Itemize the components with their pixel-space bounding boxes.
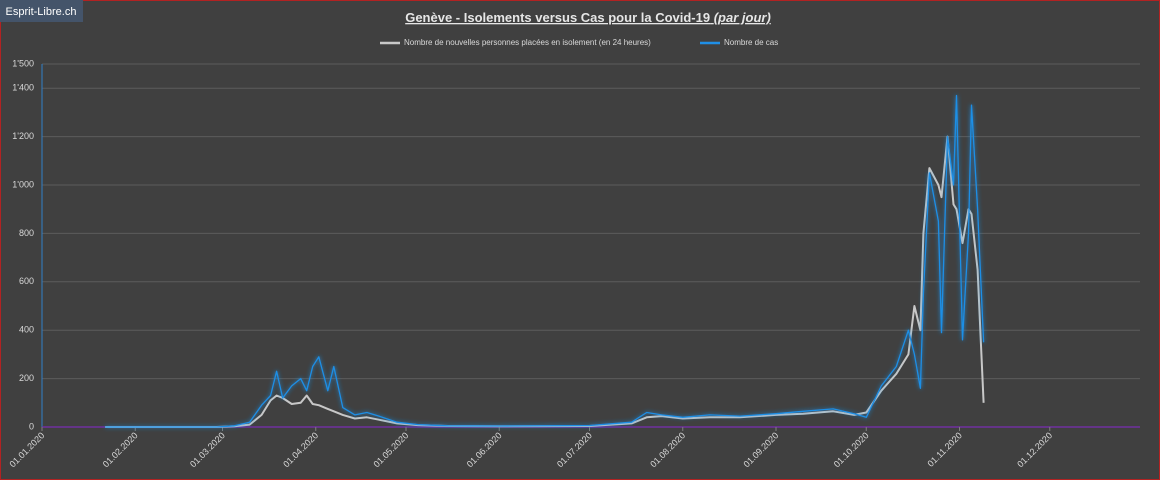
series-line	[105, 135, 985, 428]
legend-label: Nombre de cas	[724, 38, 778, 47]
y-tick-label: 600	[19, 276, 34, 286]
y-tick-label: 1'200	[12, 131, 34, 141]
title-suffix: (par jour)	[714, 10, 771, 25]
legend-label: Nombre de nouvelles personnes placées en…	[404, 38, 651, 47]
y-tick-label: 0	[29, 421, 34, 431]
y-tick-label: 400	[19, 325, 34, 335]
watermark-box	[0, 0, 83, 22]
y-tick-label: 1'500	[12, 58, 34, 68]
watermark: Esprit-Libre.ch	[6, 6, 77, 18]
series-line	[105, 94, 985, 428]
y-tick-label: 1'000	[12, 179, 34, 189]
y-tick-label: 1'400	[12, 83, 34, 93]
title-main: Genève - Isolements versus Cas pour la C…	[405, 10, 710, 25]
y-tick-label: 200	[19, 373, 34, 383]
y-tick-label: 800	[19, 228, 34, 238]
chart-title: Genève - Isolements versus Cas pour la C…	[405, 10, 771, 25]
